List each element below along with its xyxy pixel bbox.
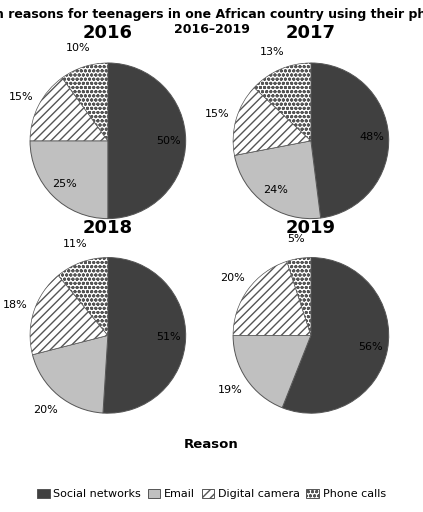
Text: 10%: 10% [66,44,90,53]
Wedge shape [254,63,311,141]
Wedge shape [30,141,108,219]
Wedge shape [282,258,389,413]
Text: Reason: Reason [184,438,239,451]
Title: 2016: 2016 [83,24,133,42]
Text: 15%: 15% [9,92,34,102]
Wedge shape [311,63,389,218]
Title: 2017: 2017 [286,24,336,42]
Title: 2019: 2019 [286,219,336,237]
Title: 2018: 2018 [83,219,133,237]
Wedge shape [30,275,108,355]
Text: 15%: 15% [205,109,230,119]
Text: 5%: 5% [287,234,305,244]
Wedge shape [103,258,186,413]
Wedge shape [233,335,311,408]
Text: 50%: 50% [156,136,181,146]
Wedge shape [62,63,108,141]
Text: 2016–2019: 2016–2019 [173,23,250,36]
Text: 11%: 11% [63,239,87,249]
Text: 18%: 18% [3,301,28,310]
Wedge shape [33,335,108,413]
Text: 51%: 51% [156,332,181,342]
Text: 48%: 48% [359,132,384,142]
Wedge shape [58,258,108,335]
Wedge shape [234,141,321,219]
Wedge shape [287,258,311,335]
Legend: Social networks, Email, Digital camera, Phone calls: Social networks, Email, Digital camera, … [33,484,390,504]
Text: 19%: 19% [218,385,243,395]
Text: 13%: 13% [260,47,285,57]
Text: 24%: 24% [263,185,288,195]
Wedge shape [30,78,108,141]
Text: 56%: 56% [358,342,383,352]
Text: 25%: 25% [52,179,77,189]
Wedge shape [108,63,186,219]
Text: 20%: 20% [220,273,244,283]
Wedge shape [233,261,311,335]
Text: Main reasons for teenagers in one African country using their phone: Main reasons for teenagers in one Africa… [0,8,423,20]
Wedge shape [233,88,311,155]
Text: 20%: 20% [33,405,58,415]
